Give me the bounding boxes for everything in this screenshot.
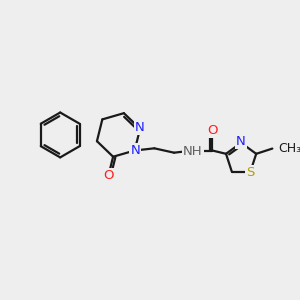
Text: N: N <box>130 144 140 157</box>
Text: N: N <box>236 135 246 148</box>
Text: O: O <box>207 124 217 137</box>
Text: CH₃: CH₃ <box>278 142 300 154</box>
Text: NH: NH <box>183 146 203 158</box>
Text: O: O <box>103 169 114 182</box>
Text: S: S <box>246 167 255 179</box>
Text: N: N <box>135 121 144 134</box>
